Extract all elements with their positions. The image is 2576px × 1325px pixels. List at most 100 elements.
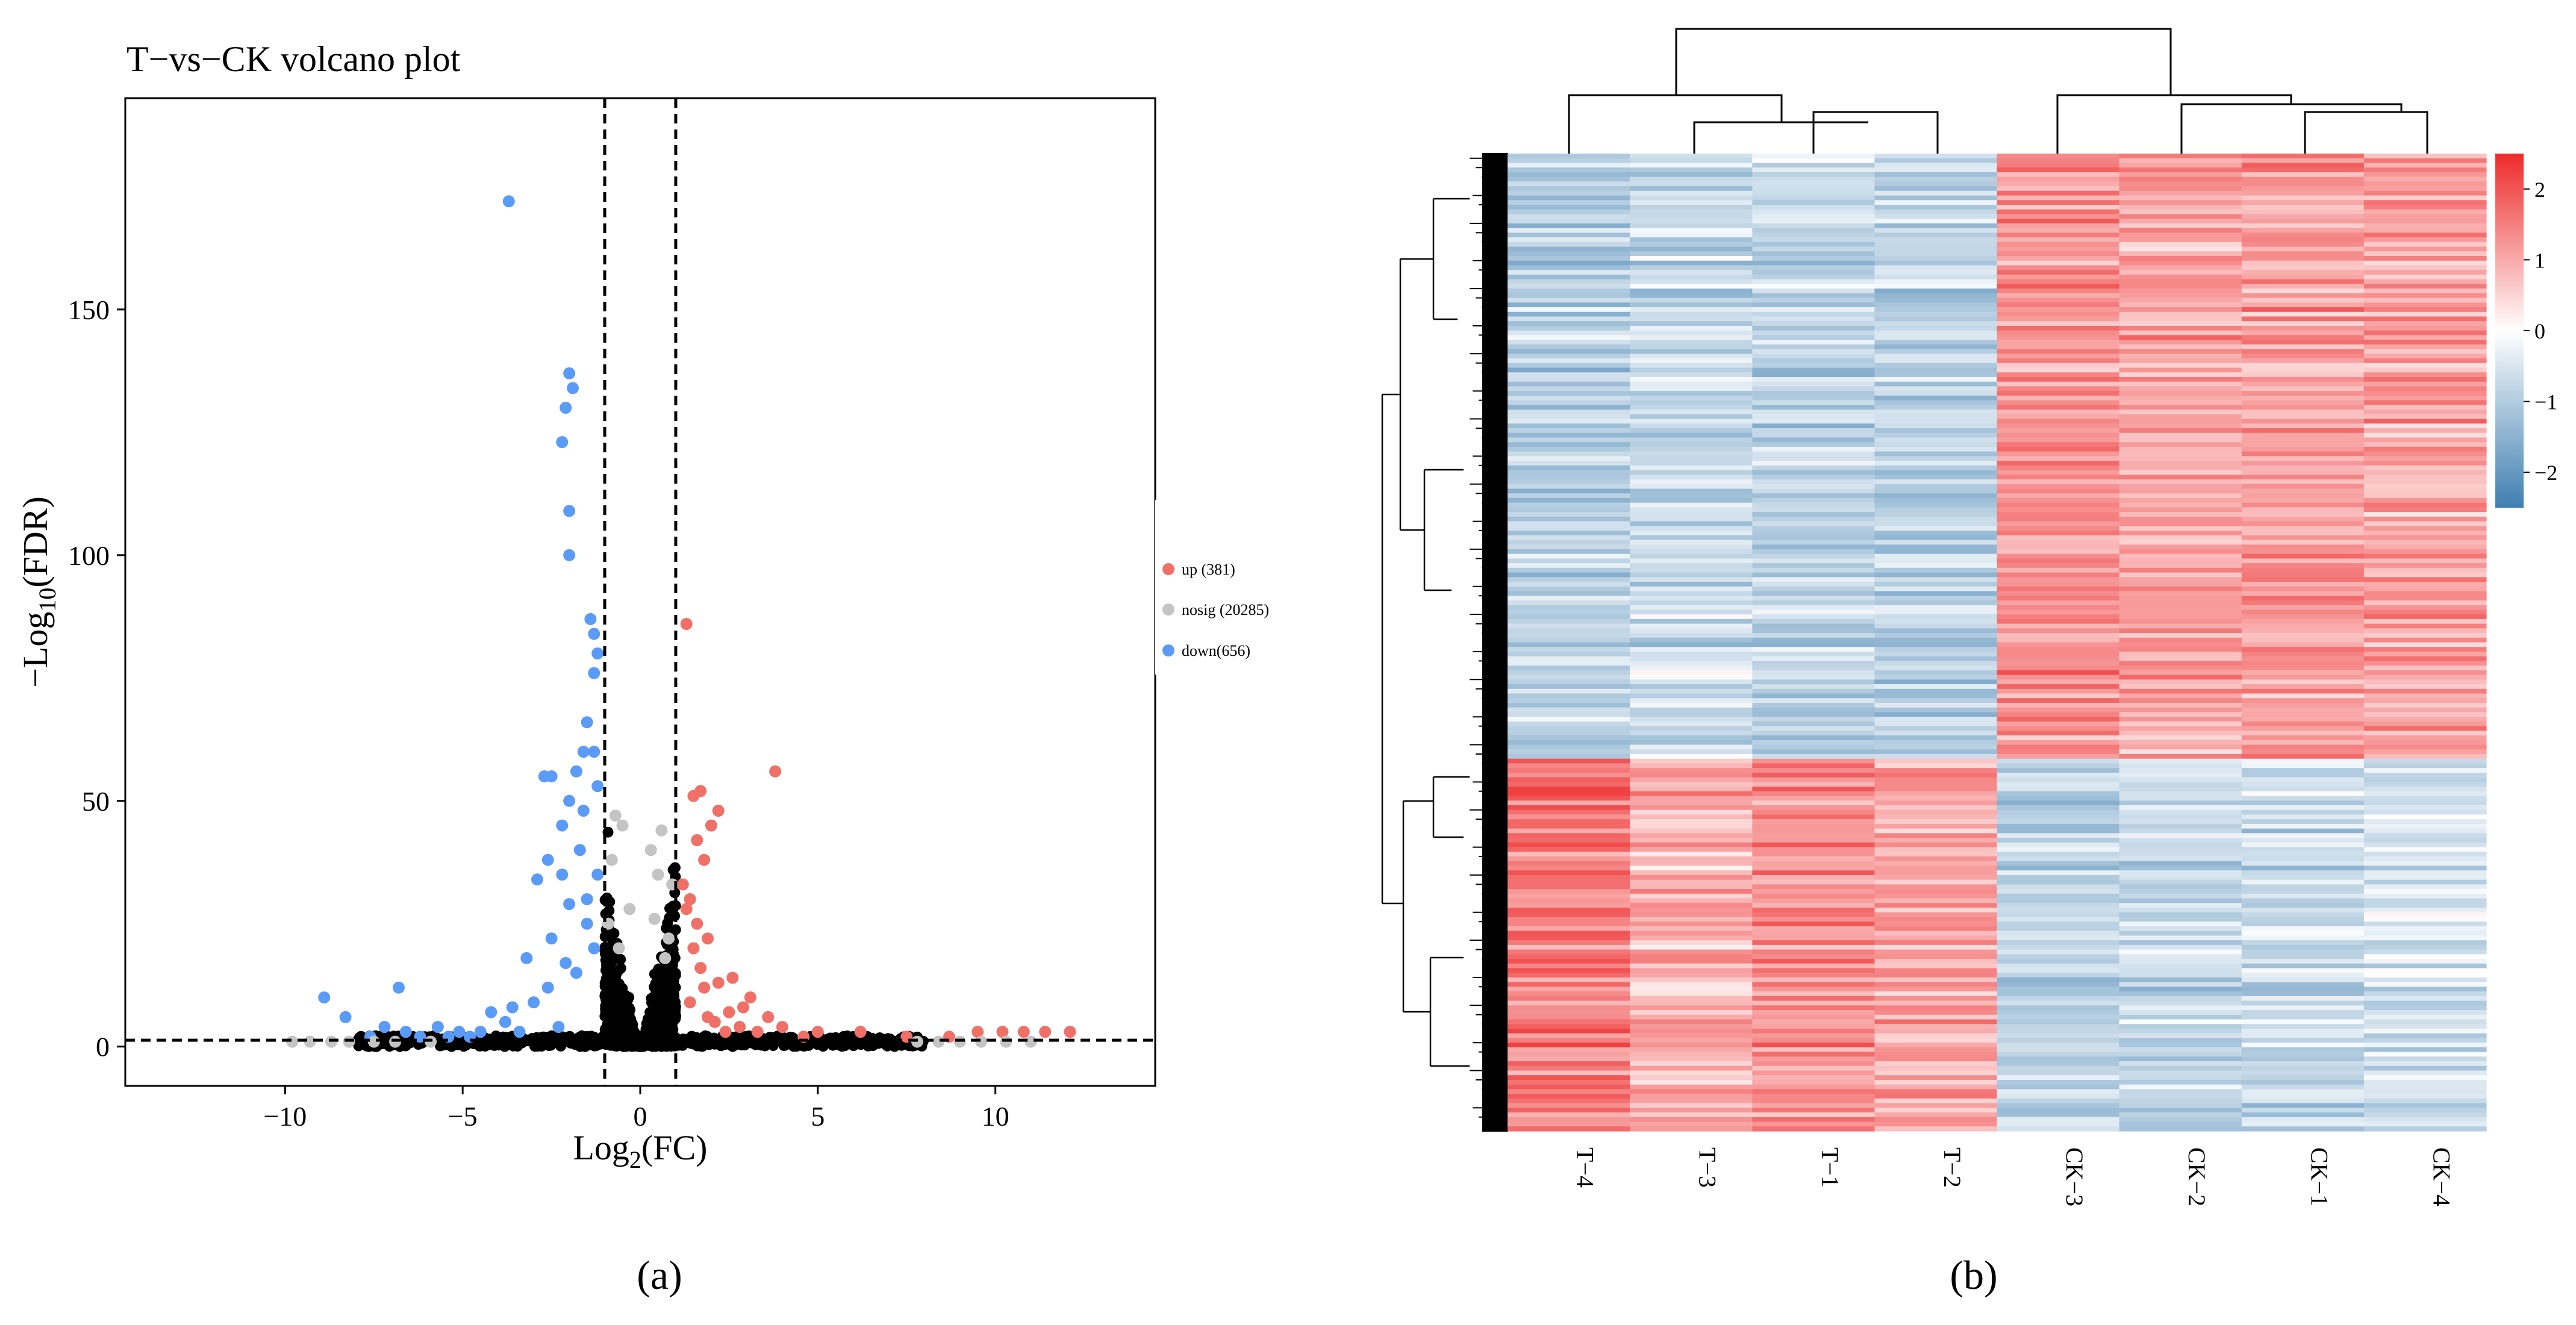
volcano-point-down bbox=[570, 967, 582, 979]
heatmap-cell bbox=[2119, 889, 2242, 894]
heatmap-cell bbox=[1997, 926, 2120, 932]
heatmap-cell bbox=[1997, 544, 2120, 550]
heatmap-cell bbox=[1997, 284, 2120, 289]
heatmap-cell bbox=[2363, 1052, 2487, 1057]
heatmap-cell bbox=[2119, 293, 2242, 299]
heatmap-cell bbox=[1752, 782, 1875, 787]
heatmap-cell bbox=[1752, 311, 1875, 317]
heatmap-cell bbox=[2363, 237, 2487, 243]
heatmap-cell bbox=[1874, 679, 1998, 685]
volcano-point-nosig bbox=[367, 1035, 380, 1048]
heatmap-cell bbox=[1630, 335, 1753, 340]
volcano-point-down bbox=[588, 942, 600, 955]
heatmap-cell bbox=[1630, 758, 1753, 764]
heatmap-cell bbox=[1752, 1098, 1875, 1104]
heatmap-cell bbox=[1752, 363, 1875, 369]
heatmap-cell bbox=[1508, 796, 1630, 801]
heatmap-cell bbox=[2119, 940, 2242, 946]
heatmap-cell bbox=[1508, 1089, 1630, 1094]
heatmap-cell bbox=[1874, 753, 1998, 759]
heatmap-cell bbox=[1874, 335, 1998, 340]
heatmap-cell bbox=[1874, 1043, 1998, 1048]
heatmap-cell bbox=[2119, 656, 2242, 662]
heatmap-cell bbox=[1874, 577, 1998, 582]
heatmap-cell bbox=[1874, 637, 1998, 643]
heatmap-cell bbox=[1997, 828, 2120, 834]
heatmap-cell bbox=[2241, 516, 2365, 522]
heatmap-cell bbox=[1508, 349, 1630, 354]
heatmap-cell bbox=[2241, 852, 2365, 857]
heatmap-cell bbox=[1752, 186, 1875, 192]
heatmap-cell bbox=[2119, 582, 2242, 587]
heatmap-cell bbox=[1508, 558, 1630, 564]
heatmap-cell bbox=[2241, 1112, 2365, 1118]
heatmap-cell bbox=[1997, 787, 2120, 792]
heatmap-cell bbox=[2119, 270, 2242, 275]
heatmap-cell bbox=[1997, 507, 2120, 513]
heatmap-cell bbox=[1874, 549, 1998, 555]
heatmap-cell bbox=[1997, 475, 2120, 480]
heatmap-cell bbox=[1508, 963, 1630, 969]
heatmap-cell bbox=[1997, 270, 2120, 275]
heatmap-cell bbox=[1630, 842, 1753, 848]
heatmap-cell bbox=[2241, 1043, 2365, 1048]
heatmap-cell bbox=[1630, 502, 1753, 508]
heatmap-cell bbox=[1508, 684, 1630, 690]
heatmap-cell bbox=[2119, 647, 2242, 652]
heatmap-cell bbox=[1752, 698, 1875, 703]
heatmap-cell bbox=[1508, 596, 1630, 601]
heatmap-cell bbox=[1630, 475, 1753, 480]
heatmap-cell bbox=[1997, 679, 2120, 685]
heatmap-cell bbox=[1997, 237, 2120, 243]
heatmap-cell bbox=[1997, 744, 2120, 750]
heatmap-cell bbox=[1508, 772, 1630, 778]
heatmap-cell bbox=[2363, 386, 2487, 391]
heatmap-cell bbox=[1997, 987, 2120, 992]
heatmap-cell bbox=[1508, 744, 1630, 750]
heatmap-cell bbox=[1508, 428, 1630, 434]
heatmap-cell bbox=[1508, 1070, 1630, 1076]
heatmap-cell bbox=[1508, 712, 1630, 717]
volcano-point-up bbox=[734, 1021, 746, 1034]
heatmap-cell bbox=[2363, 167, 2487, 173]
heatmap-cell bbox=[2363, 1061, 2487, 1067]
heatmap-cell bbox=[1752, 987, 1875, 992]
heatmap-cell bbox=[1874, 214, 1998, 219]
heatmap-cell bbox=[2119, 167, 2242, 173]
heatmap-cell bbox=[1630, 744, 1753, 750]
heatmap-cell bbox=[2241, 940, 2365, 946]
heatmap-cell bbox=[1508, 335, 1630, 340]
heatmap-cell bbox=[1997, 493, 2120, 499]
heatmap-cell bbox=[2241, 367, 2365, 373]
heatmap-cell bbox=[2241, 1094, 2365, 1099]
heatmap-cell bbox=[2241, 475, 2365, 480]
heatmap-cell bbox=[1630, 321, 1753, 326]
heatmap-cell bbox=[1508, 163, 1630, 168]
heatmap-cell bbox=[2241, 740, 2365, 746]
heatmap-cell bbox=[1752, 251, 1875, 257]
heatmap-cell bbox=[1874, 614, 1998, 620]
heatmap-cell bbox=[1752, 321, 1875, 326]
heatmap-cell bbox=[2363, 154, 2487, 159]
heatmap-cell bbox=[1874, 1038, 1998, 1043]
heatmap-cell bbox=[1874, 167, 1998, 173]
heatmap-cell bbox=[1997, 372, 2120, 378]
heatmap-cell bbox=[1874, 265, 1998, 270]
heatmap-cell bbox=[2241, 996, 2365, 1002]
heatmap-cell bbox=[1508, 1043, 1630, 1048]
heatmap-cell bbox=[1997, 553, 2120, 559]
heatmap-cell bbox=[1752, 432, 1875, 438]
heatmap-cell bbox=[2119, 423, 2242, 429]
heatmap-cell bbox=[1752, 302, 1875, 308]
heatmap-cell bbox=[1997, 205, 2120, 210]
heatmap-cell bbox=[1874, 884, 1998, 890]
nosig-baseline-point bbox=[575, 1041, 586, 1052]
heatmap-cell bbox=[2363, 172, 2487, 178]
heatmap-cell bbox=[2241, 614, 2365, 620]
heatmap-cell bbox=[1997, 874, 2120, 881]
heatmap-cell bbox=[2119, 1033, 2242, 1039]
heatmap-cell bbox=[1997, 935, 2120, 941]
heatmap-cell bbox=[2363, 1094, 2487, 1099]
heatmap-cell bbox=[1508, 167, 1630, 173]
heatmap-cell bbox=[1630, 1010, 1753, 1015]
